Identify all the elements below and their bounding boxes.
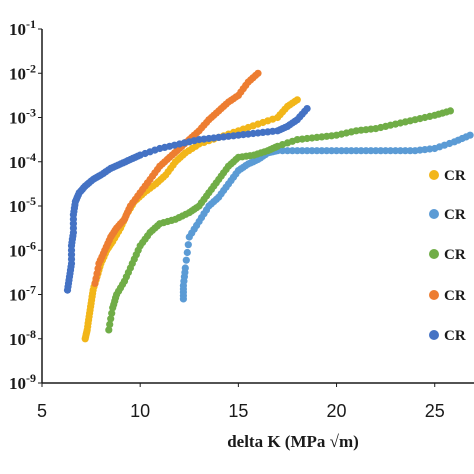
- data-point: [181, 264, 189, 272]
- data-point: [108, 309, 116, 317]
- x-tick-label: 25: [425, 401, 445, 421]
- legend-label: CR: [444, 247, 466, 263]
- legend-marker: [429, 290, 439, 300]
- data-point: [278, 147, 287, 155]
- y-tick-label: 10-9: [9, 371, 36, 393]
- data-point: [293, 96, 301, 104]
- legend-label: CR: [444, 288, 466, 304]
- legend: CR CR CR CR CR: [429, 168, 466, 344]
- y-tick-label: 10-8: [9, 327, 36, 349]
- y-axis-ticks: 10-1 10-2 10-3 10-4 10-5 10-6 10-7 10-8 10-9: [9, 17, 42, 393]
- x-axis-ticks: 5 10 15 20 25: [37, 383, 445, 421]
- x-tick-label: 10: [130, 401, 150, 421]
- legend-marker: [429, 249, 439, 259]
- series-layer: [63, 69, 474, 343]
- y-tick-label: 10-5: [9, 194, 36, 216]
- legend-item: CR: [429, 247, 466, 263]
- legend-item: CR: [429, 207, 466, 223]
- series-2: [179, 131, 474, 303]
- y-tick-label: 10-2: [9, 61, 36, 83]
- y-tick-label: 10-7: [9, 283, 36, 305]
- y-tick-label: 10-1: [9, 17, 36, 39]
- legend-label: CR: [444, 328, 466, 344]
- data-point: [386, 147, 395, 155]
- plot-area: 10-1 10-2 10-3 10-4 10-5 10-6 10-7 10-8 10-9 5 10…: [9, 17, 474, 451]
- x-tick-label: 20: [327, 401, 347, 421]
- data-point: [466, 131, 474, 139]
- data-point: [303, 105, 311, 113]
- legend-label: CR: [444, 207, 466, 223]
- data-point: [254, 69, 262, 77]
- x-axis-label: delta K (MPa √m): [227, 432, 359, 451]
- series-4: [91, 69, 262, 287]
- data-point: [183, 248, 191, 257]
- data-point: [105, 326, 113, 334]
- y-tick-label: 10-3: [9, 106, 36, 128]
- data-point: [184, 241, 192, 249]
- legend-marker: [429, 330, 439, 340]
- data-point: [182, 256, 190, 264]
- legend-label: CR: [444, 168, 466, 184]
- series-3: [105, 107, 454, 334]
- data-point: [106, 320, 114, 328]
- legend-marker: [429, 209, 439, 219]
- legend-item: CR: [429, 328, 466, 344]
- x-tick-label: 15: [228, 401, 248, 421]
- legend-item: CR: [429, 168, 466, 184]
- data-point: [332, 147, 341, 155]
- data-point: [446, 107, 454, 115]
- legend-marker: [429, 170, 439, 180]
- y-tick-label: 10-6: [9, 238, 36, 260]
- legend-item: CR: [429, 288, 466, 304]
- x-tick-label: 5: [37, 401, 47, 421]
- series-5: [63, 105, 311, 294]
- data-point: [107, 315, 115, 323]
- y-tick-label: 10-4: [9, 150, 36, 172]
